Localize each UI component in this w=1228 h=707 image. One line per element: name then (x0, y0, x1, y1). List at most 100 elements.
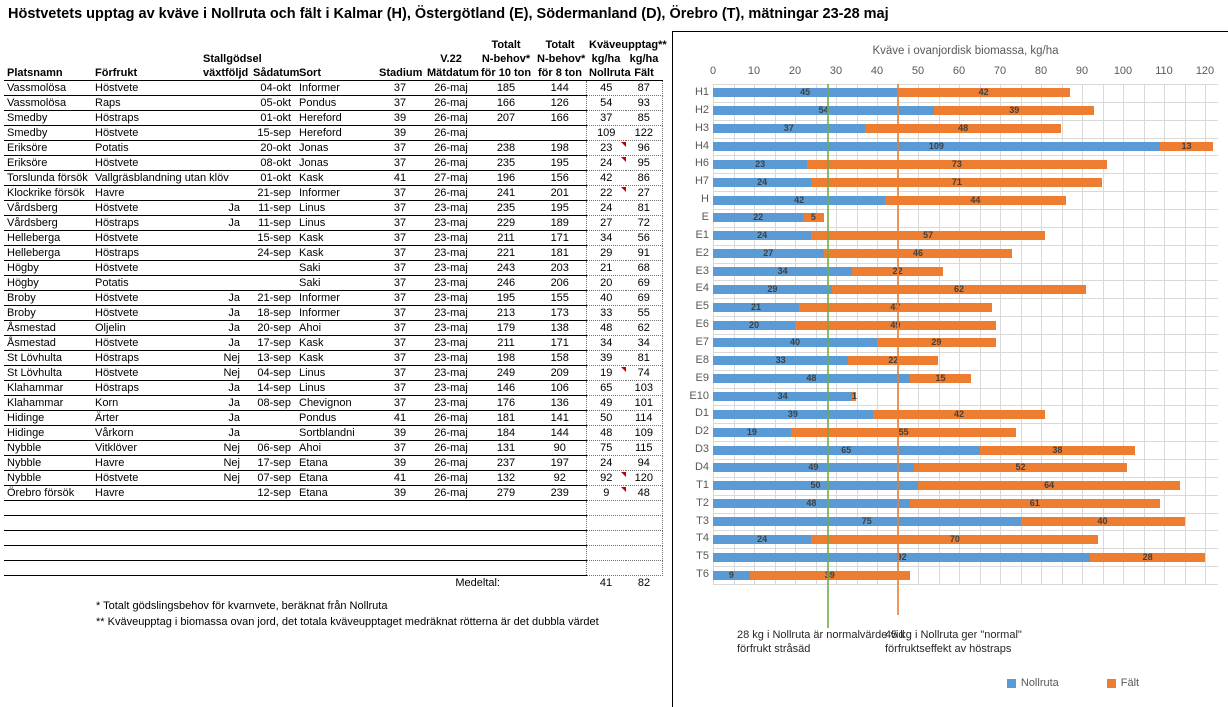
cell-platsnamn[interactable] (4, 530, 92, 546)
bar-nollruta-E2[interactable] (713, 249, 824, 259)
cell-platsnamn[interactable] (4, 515, 92, 531)
cell-sadatum[interactable]: 04-sep (250, 365, 296, 381)
bar-nollruta-H4[interactable] (713, 142, 1160, 151)
cell-nollruta[interactable]: 34 (585, 230, 626, 246)
cell-nbehov10[interactable]: 207 (478, 110, 534, 126)
cell-forfrukt[interactable]: Höstvete (92, 230, 200, 246)
cell-sort[interactable]: Ahoi (296, 440, 376, 456)
cell-nollruta[interactable]: 109 (585, 125, 626, 141)
cell-sadatum[interactable]: 20-sep (250, 320, 296, 336)
cell-sort[interactable]: Hereford (296, 125, 376, 141)
cell-nbehov10[interactable] (478, 500, 534, 516)
cell-matdatum[interactable]: 26-maj (424, 140, 478, 156)
cell-nbehov8[interactable]: 201 (534, 185, 586, 201)
bar-nollruta-T6[interactable] (713, 570, 750, 580)
cell-nbehov10[interactable]: 211 (478, 335, 534, 351)
cell-nbehov8[interactable]: 144 (534, 425, 586, 441)
cell-nbehov8[interactable]: 126 (534, 95, 586, 111)
cell-forfrukt[interactable]: Höstraps (92, 245, 200, 261)
cell-matdatum[interactable]: 26-maj (424, 485, 478, 501)
bar-nollruta-D4[interactable] (713, 463, 914, 473)
cell-nollruta[interactable]: 48 (585, 320, 626, 336)
cell-sort[interactable]: Informer (296, 185, 376, 201)
cell-stadium[interactable]: 37 (376, 215, 424, 231)
cell-sort[interactable]: Saki (296, 260, 376, 276)
cell-sadatum[interactable]: 21-sep (250, 185, 296, 201)
cell-sort[interactable]: Pondus (296, 410, 376, 426)
cell-nollruta[interactable]: 33 (585, 305, 626, 321)
cell-stallgodsel[interactable] (200, 530, 250, 546)
cell-nollruta[interactable] (585, 560, 626, 576)
cell-nbehov10[interactable]: 181 (478, 410, 534, 426)
cell-sort[interactable]: Sortblandni (296, 425, 376, 441)
cell-stadium[interactable] (376, 560, 424, 576)
cell-nbehov8[interactable]: 141 (534, 410, 586, 426)
cell-forfrukt[interactable]: Höstraps (92, 215, 200, 231)
cell-sadatum[interactable]: 11-sep (250, 215, 296, 231)
cell-sort[interactable]: Etana (296, 470, 376, 486)
cell-stadium[interactable]: 37 (376, 380, 424, 396)
cell-matdatum[interactable]: 26-maj (424, 185, 478, 201)
cell-sadatum[interactable]: 14-sep (250, 380, 296, 396)
cell-falt[interactable]: 109 (626, 425, 663, 441)
bar-falt-E7[interactable] (877, 338, 996, 348)
cell-forfrukt[interactable]: Vallgräsblandning utan klöv (92, 170, 229, 186)
cell-sort[interactable]: Jonas (296, 155, 376, 171)
bar-nollruta-E6[interactable] (713, 320, 795, 330)
cell-sadatum[interactable]: 15-sep (250, 230, 296, 246)
cell-nbehov10[interactable]: 213 (478, 305, 534, 321)
cell-sadatum[interactable]: 01-okt (250, 170, 296, 186)
cell-matdatum[interactable] (424, 530, 478, 546)
bar-nollruta-T1[interactable] (713, 481, 918, 491)
cell-forfrukt[interactable] (92, 560, 200, 576)
cell-stadium[interactable] (376, 515, 424, 531)
bar-nollruta-E[interactable] (713, 213, 804, 223)
cell-forfrukt[interactable]: Höstraps (92, 350, 200, 366)
cell-platsnamn[interactable] (4, 500, 92, 516)
cell-stadium[interactable]: 37 (376, 200, 424, 216)
cell-nollruta[interactable]: 27 (585, 215, 626, 231)
cell-nbehov8[interactable]: 198 (534, 140, 586, 156)
cell-platsnamn[interactable] (4, 545, 92, 561)
cell-sadatum[interactable]: 24-sep (250, 245, 296, 261)
cell-nbehov10[interactable] (478, 530, 534, 546)
cell-matdatum[interactable]: 23-maj (424, 395, 478, 411)
cell-sadatum[interactable] (250, 530, 296, 546)
cell-falt[interactable]: 122 (626, 125, 663, 141)
cell-nollruta[interactable]: 24 (585, 200, 626, 216)
cell-stallgodsel[interactable]: Nej (200, 440, 250, 456)
cell-platsnamn[interactable]: Torslunda försök (4, 170, 92, 186)
cell-sort[interactable]: Informer (296, 290, 376, 306)
cell-stallgodsel[interactable]: Nej (200, 350, 250, 366)
cell-matdatum[interactable]: 26-maj (424, 80, 478, 96)
cell-stallgodsel[interactable] (200, 110, 250, 126)
cell-nbehov8[interactable] (534, 500, 586, 516)
bar-falt-E2[interactable] (823, 249, 1013, 259)
cell-sort[interactable] (296, 560, 376, 576)
bar-falt-D4[interactable] (913, 463, 1128, 473)
cell-nollruta[interactable]: 45 (585, 80, 626, 96)
cell-falt[interactable]: 81 (626, 350, 663, 366)
cell-forfrukt[interactable]: Potatis (92, 140, 200, 156)
cell-platsnamn[interactable]: Klahammar (4, 380, 92, 396)
cell-falt[interactable]: 68 (626, 260, 663, 276)
cell-forfrukt[interactable]: Höstvete (92, 290, 200, 306)
cell-nbehov10[interactable]: 243 (478, 260, 534, 276)
cell-stallgodsel[interactable] (200, 170, 250, 186)
cell-nollruta[interactable]: 20 (585, 275, 626, 291)
bar-falt-E8[interactable] (848, 356, 939, 366)
cell-forfrukt[interactable] (92, 500, 200, 516)
cell-forfrukt[interactable] (92, 545, 200, 561)
cell-stadium[interactable]: 37 (376, 305, 424, 321)
cell-matdatum[interactable]: 23-maj (424, 230, 478, 246)
cell-stallgodsel[interactable] (200, 230, 250, 246)
cell-stallgodsel[interactable] (200, 545, 250, 561)
cell-stallgodsel[interactable]: Ja (200, 425, 250, 441)
bar-falt-D3[interactable] (979, 445, 1136, 455)
bar-falt-E[interactable] (803, 213, 824, 223)
cell-matdatum[interactable]: 23-maj (424, 215, 478, 231)
cell-sadatum[interactable]: 21-sep (250, 290, 296, 306)
cell-sort[interactable]: Ahoi (296, 320, 376, 336)
cell-matdatum[interactable]: 27-maj (424, 170, 478, 186)
cell-sadatum[interactable]: 06-sep (250, 440, 296, 456)
